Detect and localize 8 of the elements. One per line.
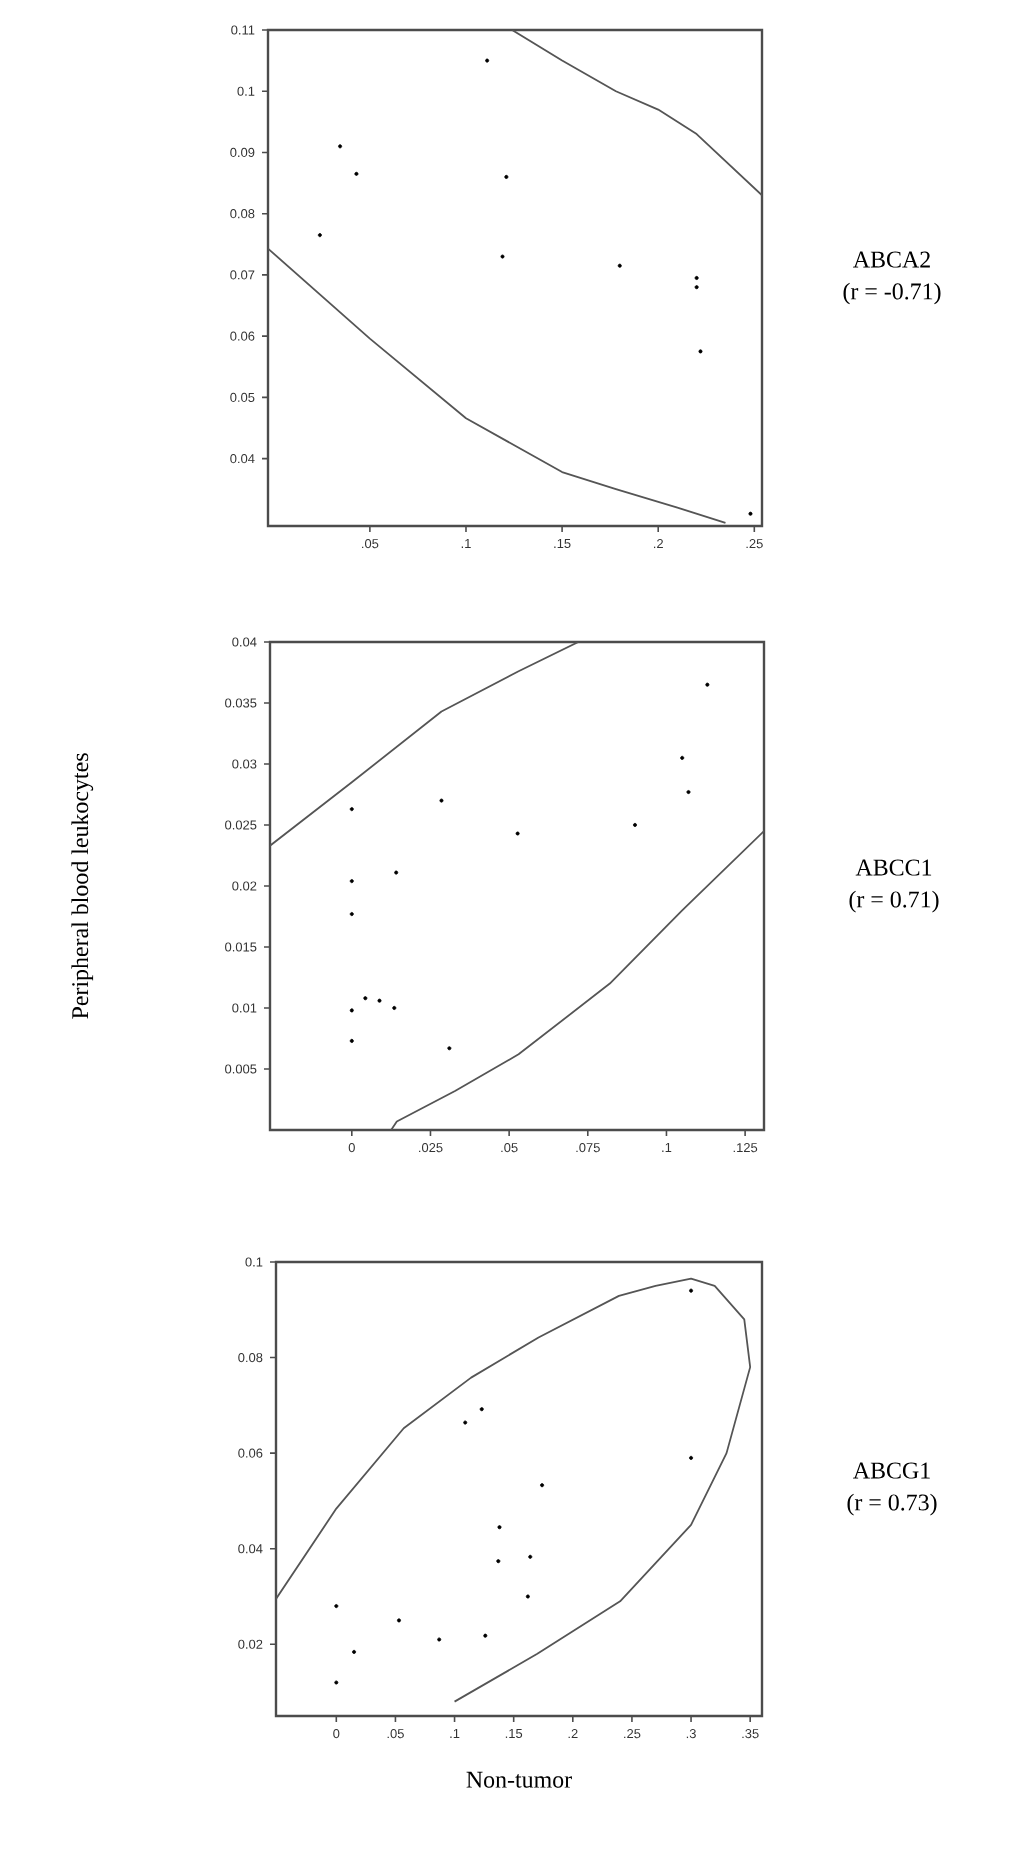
text: ABCG1 [853, 1462, 930, 1479]
text: (r = 0.71) [849, 890, 939, 913]
y-axis-title: Peripheral blood leukocytes [71, 753, 94, 1019]
x-axis-title: Non-tumor [466, 1771, 572, 1788]
text: (r = 0.73) [847, 1493, 937, 1516]
text: ABCA2 [853, 251, 930, 268]
text: (r = -0.71) [843, 282, 941, 305]
text: ABCC1 [855, 859, 932, 876]
